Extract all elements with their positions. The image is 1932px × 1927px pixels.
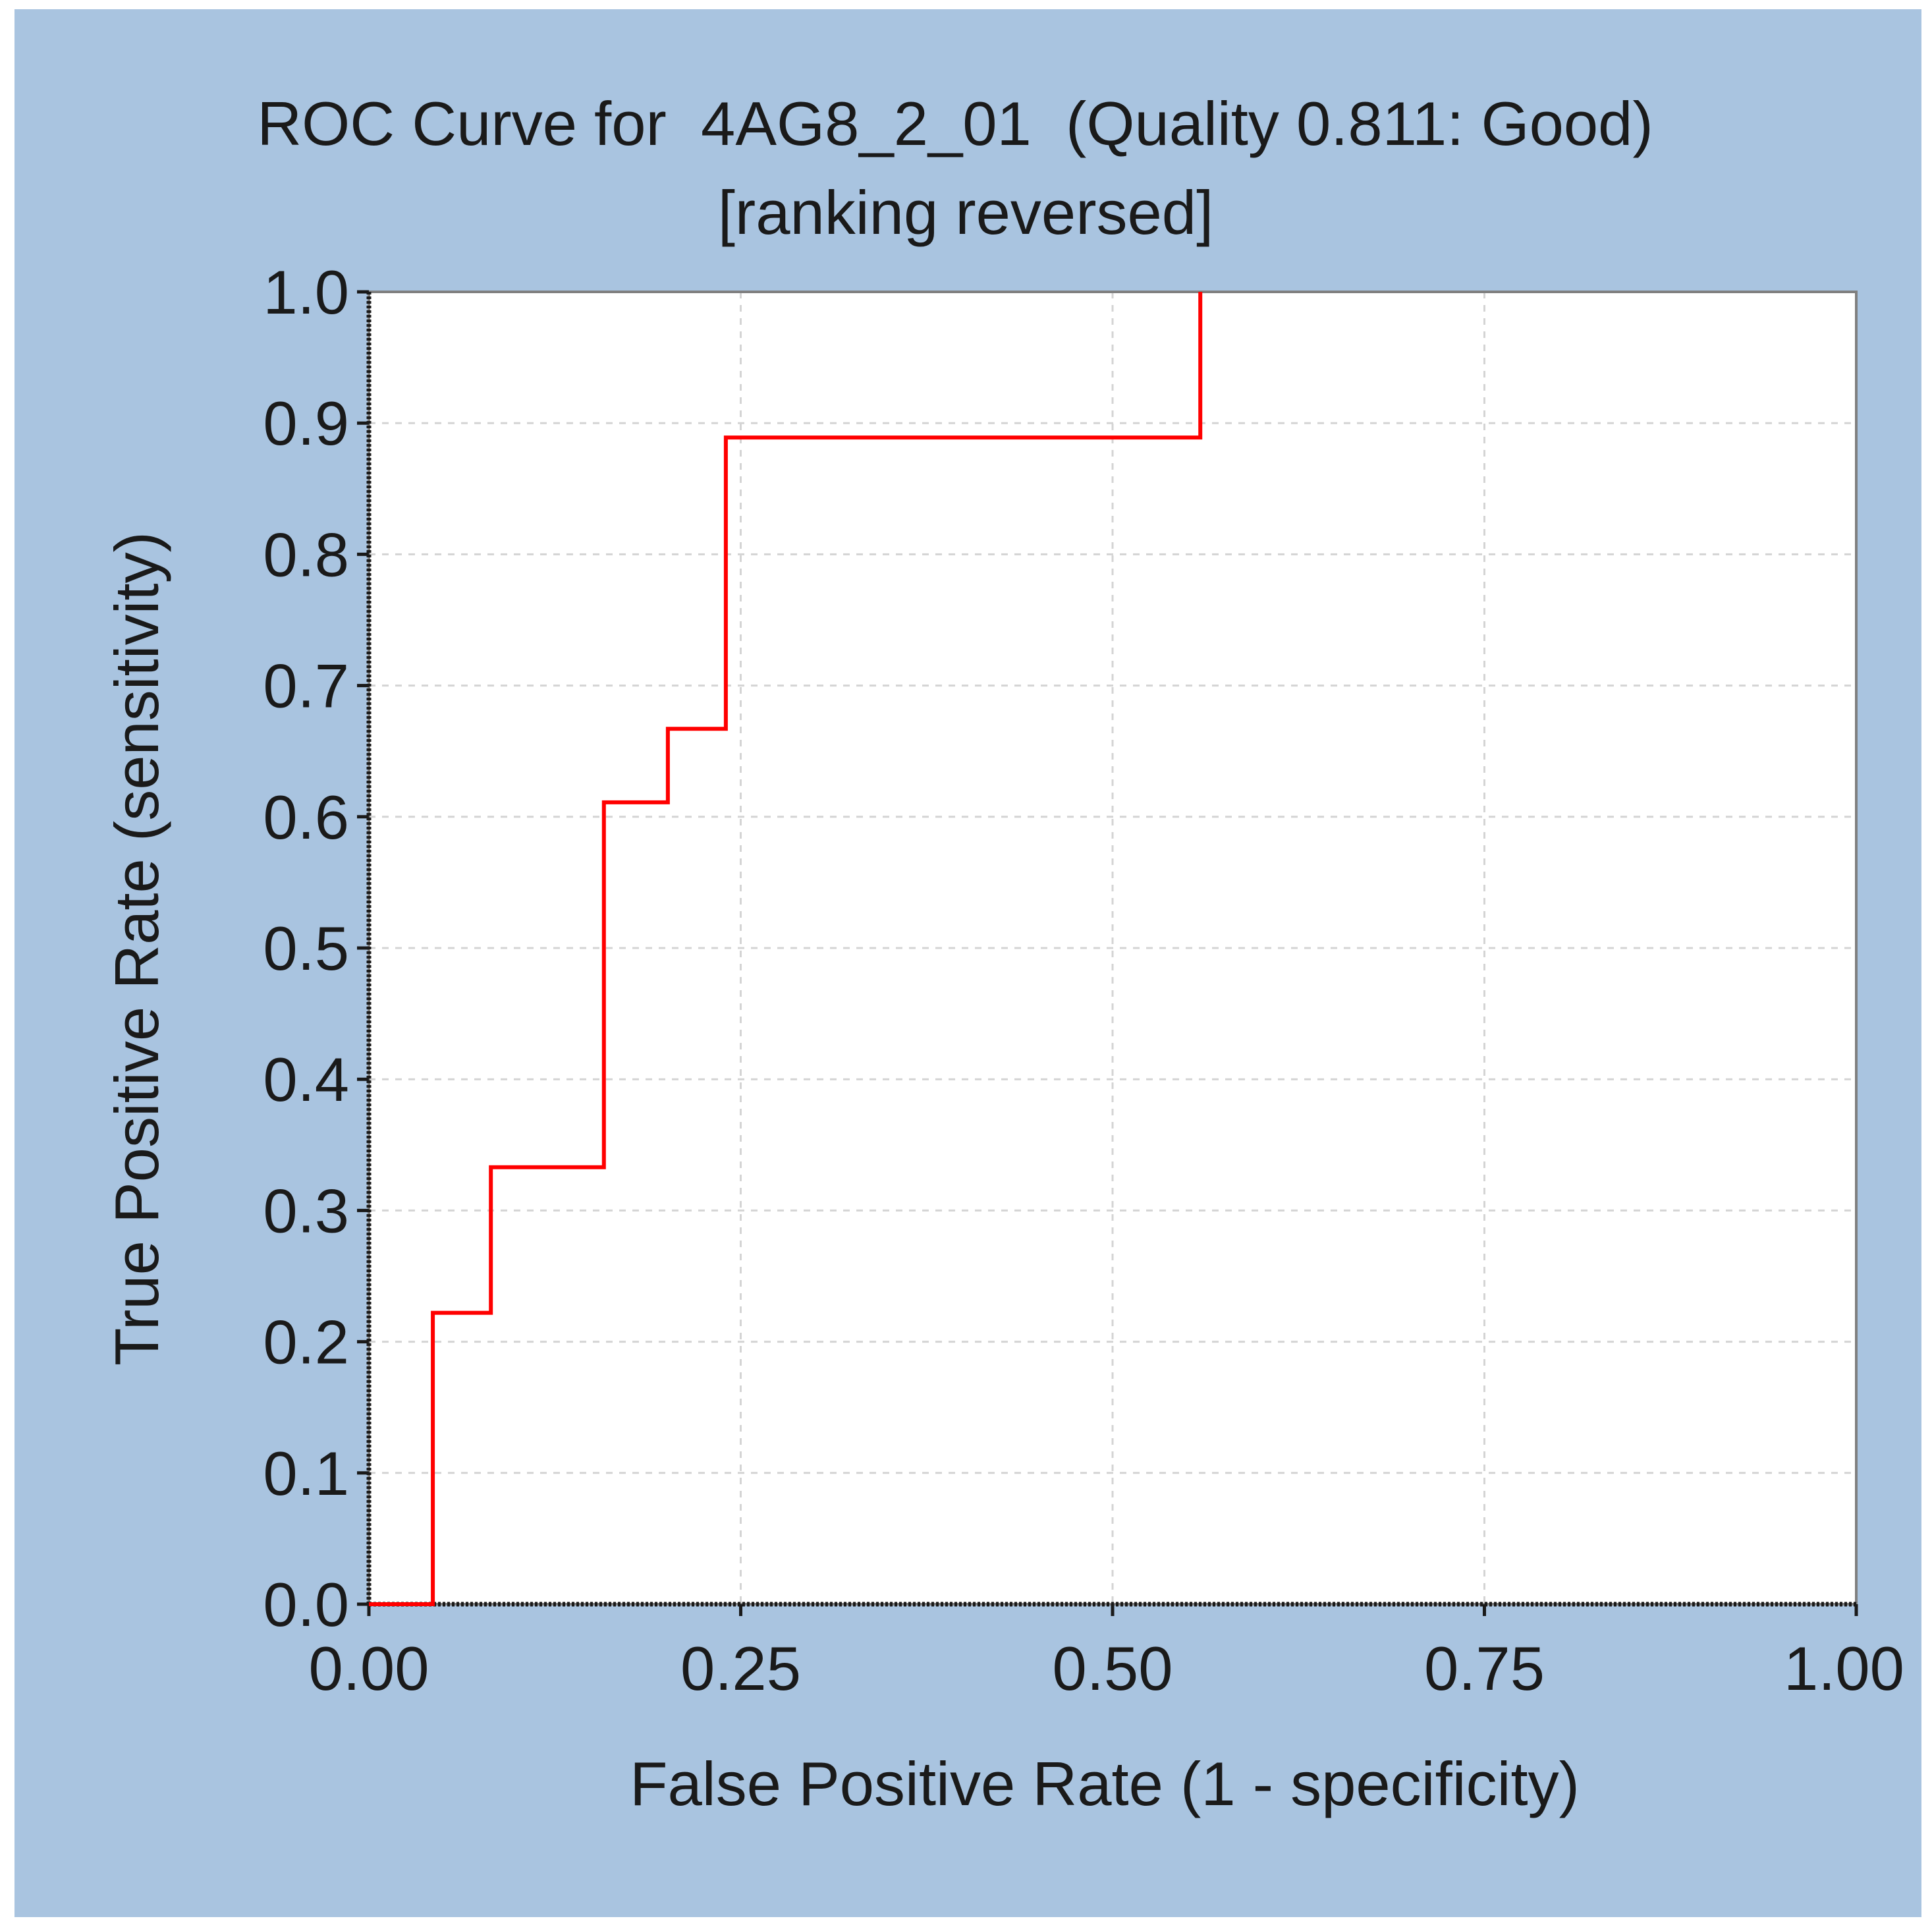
y-tick-label: 0.1 <box>263 1439 349 1508</box>
y-tick-label: 0.5 <box>263 914 349 983</box>
x-tick-label: 0.75 <box>1424 1634 1545 1703</box>
y-tick-label: 0.0 <box>263 1570 349 1639</box>
chart-title: ROC Curve for 4AG8_2_01 (Quality 0.811: … <box>257 89 1653 158</box>
y-tick-label: 0.8 <box>263 520 349 589</box>
x-tick-label: 0.50 <box>1053 1634 1173 1703</box>
roc-curve-line <box>369 292 1203 1606</box>
y-tick-label: 0.2 <box>263 1308 349 1377</box>
x-axis-label: False Positive Rate (1 - specificity) <box>630 1749 1580 1818</box>
x-tick-label: 0.25 <box>680 1634 801 1703</box>
y-tick-label: 0.4 <box>263 1045 349 1114</box>
y-tick-label: 0.7 <box>263 652 349 721</box>
chart-subtitle: [ranking reversed] <box>718 178 1213 247</box>
x-tick-label: 1.00 <box>1784 1634 1904 1703</box>
y-tick-label: 0.9 <box>263 389 349 458</box>
y-tick-label: 0.6 <box>263 783 349 852</box>
grid-lines <box>369 292 1856 1604</box>
y-axis-ticks: 0.0 0.1 0.2 0.3 0.4 0.5 0.6 0.7 0.8 0.9 1.0 <box>263 258 369 1639</box>
series-layer <box>369 292 1203 1606</box>
y-tick-label: 0.3 <box>263 1176 349 1245</box>
y-tick-label: 1.0 <box>263 258 349 327</box>
y-axis-label: True Positive Rate (sensitivity) <box>102 532 171 1366</box>
x-axis-ticks: 0.00 0.25 0.50 0.75 1.00 <box>309 1604 1904 1703</box>
x-tick-label: 0.00 <box>309 1634 429 1703</box>
